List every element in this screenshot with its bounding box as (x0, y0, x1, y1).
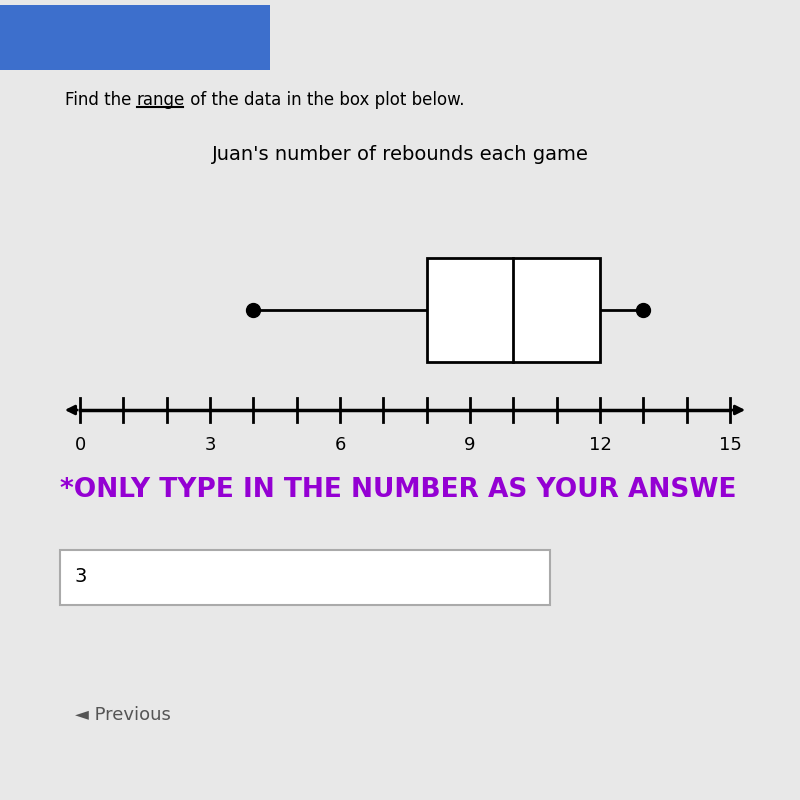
Text: ◄ Previous: ◄ Previous (75, 706, 171, 724)
Text: 6: 6 (334, 436, 346, 454)
Bar (0, 5, 270, 70)
Text: 0: 0 (74, 436, 86, 454)
Bar (426, 258, 600, 362)
Text: of the data in the box plot below.: of the data in the box plot below. (185, 91, 465, 109)
Text: 3: 3 (204, 436, 216, 454)
Text: *ONLY TYPE IN THE NUMBER AS YOUR ANSWE: *ONLY TYPE IN THE NUMBER AS YOUR ANSWE (60, 477, 737, 503)
Text: 15: 15 (718, 436, 742, 454)
Text: 12: 12 (589, 436, 611, 454)
FancyBboxPatch shape (60, 550, 550, 605)
Text: range: range (137, 91, 186, 109)
Text: 3: 3 (75, 567, 87, 586)
Text: Find the: Find the (65, 91, 137, 109)
Text: Juan's number of rebounds each game: Juan's number of rebounds each game (211, 146, 589, 165)
Text: 9: 9 (464, 436, 476, 454)
